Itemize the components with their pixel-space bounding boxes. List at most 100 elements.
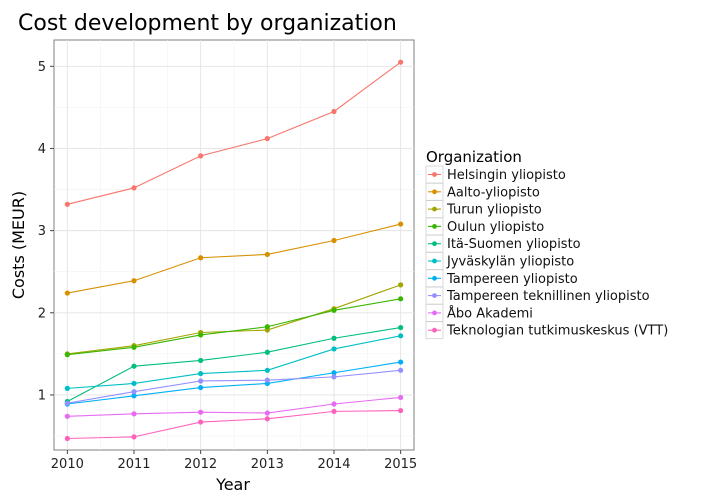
data-point: [198, 384, 204, 391]
data-point: [198, 378, 204, 384]
data-point: [398, 394, 404, 401]
legend-item: Åbo Akademi: [425, 303, 533, 322]
legend-key-point: [432, 189, 437, 195]
data-point: [64, 352, 70, 358]
legend-item: Teknologian tutkimuskeskus (VTT): [425, 321, 668, 340]
legend-item: Tampereen teknillinen yliopisto: [425, 286, 650, 305]
data-point: [131, 434, 137, 440]
data-point: [331, 307, 337, 313]
data-point: [264, 416, 270, 422]
series-line: [67, 327, 401, 403]
series-line: [67, 223, 401, 294]
series-2: [64, 221, 404, 296]
data-point: [398, 221, 404, 227]
legend-item: Oulun yliopisto: [425, 217, 544, 236]
legend-key-point: [432, 172, 437, 177]
legend-items: Helsingin yliopisto Aalto-yliopisto Turun …: [425, 165, 668, 340]
series-9: [64, 394, 404, 419]
data-point: [331, 237, 337, 244]
data-point: [398, 296, 404, 302]
legend-label: Helsingin yliopisto: [447, 168, 566, 183]
data-point: [64, 435, 70, 442]
data-point: [331, 401, 337, 407]
data-point: [331, 335, 337, 341]
data-point: [198, 370, 204, 377]
series-line: [67, 61, 401, 205]
data-point: [131, 344, 137, 350]
x-tick-label: 2013: [251, 457, 284, 472]
x-tick-label: 2012: [184, 457, 217, 472]
data-point: [331, 108, 337, 115]
series-line: [67, 410, 401, 440]
legend-key-point: [432, 206, 437, 212]
series-6: [64, 333, 404, 391]
series-8: [64, 367, 404, 406]
data-point: [398, 59, 404, 65]
data-point: [264, 377, 270, 383]
data-point: [398, 324, 404, 331]
legend-item: Turun yliopisto: [425, 200, 542, 219]
y-tick-label: 4: [38, 142, 46, 157]
legend-label: Åbo Akademi: [447, 305, 533, 321]
legend-key-point: [432, 258, 437, 264]
plot-panel: 2010 2011 2012 2013 2014 2015 1 2 3 4 5: [38, 39, 417, 472]
legend-item: Aalto-yliopisto: [425, 182, 540, 201]
data-point: [398, 359, 404, 365]
x-tick-label: 2014: [317, 457, 350, 472]
data-point: [131, 411, 137, 417]
legend-key-point: [432, 275, 437, 281]
series-line: [67, 396, 401, 417]
series-1: [64, 59, 404, 207]
legend-key-point: [432, 224, 437, 229]
data-point: [398, 333, 404, 339]
legend-key-point: [432, 241, 437, 247]
legend-label: Teknologian tutkimuskeskus (VTT): [446, 324, 668, 339]
data-point: [131, 278, 137, 284]
y-axis-title: Costs (MEUR): [9, 191, 28, 299]
series-line: [67, 361, 401, 405]
data-point: [131, 363, 137, 369]
legend-item: Tampereen yliopisto: [425, 269, 578, 288]
series-4: [64, 296, 404, 358]
data-point: [331, 346, 337, 352]
legend-label: Itä-Suomen yliopisto: [447, 237, 581, 252]
data-point: [398, 367, 404, 373]
data-point: [264, 349, 270, 355]
data-point: [64, 413, 70, 419]
data-point: [131, 380, 137, 387]
data-point: [198, 409, 204, 415]
legend-key-point: [432, 327, 437, 333]
legend-item: Helsingin yliopisto: [425, 165, 566, 184]
data-point: [198, 255, 204, 261]
data-point: [64, 400, 70, 406]
data-point: [264, 135, 270, 142]
data-point: [198, 357, 204, 364]
data-point: [64, 201, 70, 207]
data-point: [198, 419, 204, 425]
series-line: [67, 335, 401, 389]
y-tick-label: 5: [38, 60, 46, 75]
legend-label: Tampereen yliopisto: [446, 272, 578, 287]
data-point: [398, 282, 404, 288]
legend-label: Oulun yliopisto: [447, 220, 544, 235]
legend-key-point: [432, 310, 437, 316]
legend-label: Jyväskylän yliopisto: [446, 255, 574, 270]
legend-item: Itä-Suomen yliopisto: [425, 234, 581, 253]
data-point: [64, 290, 70, 296]
chart-title: Cost development by organization: [18, 11, 397, 36]
legend-label: Tampereen teknillinen yliopisto: [446, 289, 650, 304]
series-line: [67, 298, 401, 356]
series-10: [64, 407, 404, 442]
data-point: [264, 324, 270, 330]
legend-title: Organization: [426, 148, 522, 166]
x-axis-title: Year: [215, 475, 250, 494]
data-point: [64, 385, 70, 391]
series-5: [64, 324, 404, 405]
y-tick-label: 3: [38, 224, 46, 239]
x-tick-label: 2011: [117, 457, 150, 472]
data-point: [331, 408, 337, 414]
x-tick-label: 2010: [51, 457, 84, 472]
x-tick-label: 2015: [384, 457, 417, 472]
data-point: [198, 332, 204, 338]
legend-label: Aalto-yliopisto: [447, 185, 540, 200]
